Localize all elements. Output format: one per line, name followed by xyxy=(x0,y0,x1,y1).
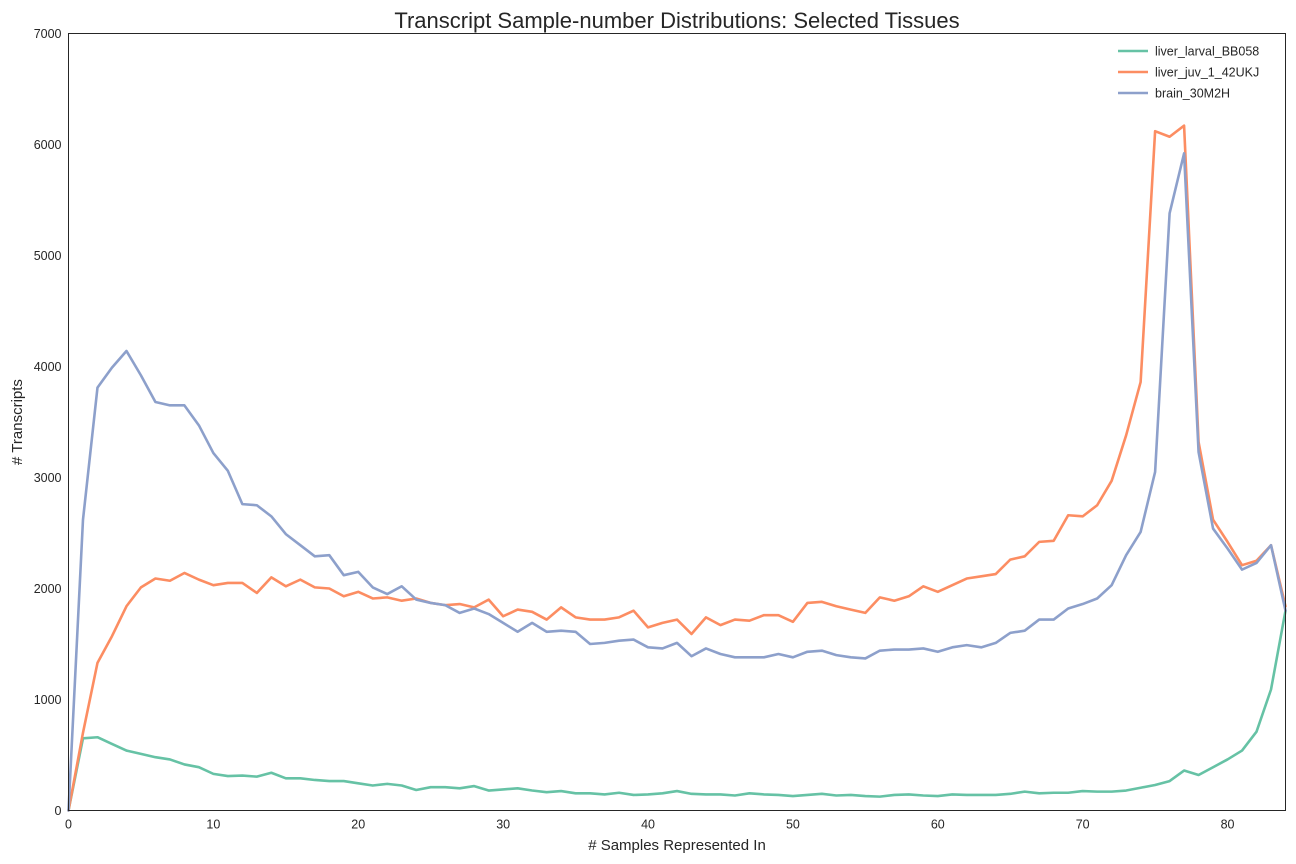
x-tick-label: 70 xyxy=(1076,818,1090,832)
chart-title: Transcript Sample-number Distributions: … xyxy=(394,8,959,33)
tick-group: 0 10 20 30 40 50 60 70 80 0 1000 2000 3000 4000 5000 60… xyxy=(34,27,1235,832)
legend-label: liver_juv_1_42UKJ xyxy=(1155,66,1259,80)
y-tick-label: 7000 xyxy=(34,27,62,41)
series-line-liver_larval_BB058 xyxy=(67,609,1287,812)
x-tick-label: 60 xyxy=(931,818,945,832)
series-line-liver_juv_1_42UKJ xyxy=(67,124,1287,812)
y-tick-label: 2000 xyxy=(34,582,62,596)
legend-label: liver_larval_BB058 xyxy=(1155,45,1259,59)
x-axis-label: # Samples Represented In xyxy=(588,837,766,854)
x-tick-label: 10 xyxy=(206,818,220,832)
x-tick-label: 40 xyxy=(641,818,655,832)
series-group xyxy=(67,124,1287,812)
y-tick-label: 0 xyxy=(55,804,62,818)
y-tick-label: 1000 xyxy=(34,693,62,707)
x-tick-label: 30 xyxy=(496,818,510,832)
x-tick-label: 50 xyxy=(786,818,800,832)
x-tick-label: 0 xyxy=(65,818,72,832)
x-tick-label: 20 xyxy=(351,818,365,832)
y-tick-label: 4000 xyxy=(34,360,62,374)
y-tick-label: 6000 xyxy=(34,138,62,152)
y-axis-label: # Transcripts xyxy=(9,379,26,465)
y-tick-label: 3000 xyxy=(34,471,62,485)
legend-label: brain_30M2H xyxy=(1155,87,1230,101)
plot-frame xyxy=(68,33,1286,811)
series-line-brain_30M2H xyxy=(67,152,1287,812)
legend: liver_larval_BB058 liver_juv_1_42UKJbrain… xyxy=(1118,45,1259,101)
x-tick-label: 80 xyxy=(1221,818,1235,832)
y-tick-label: 5000 xyxy=(34,249,62,263)
